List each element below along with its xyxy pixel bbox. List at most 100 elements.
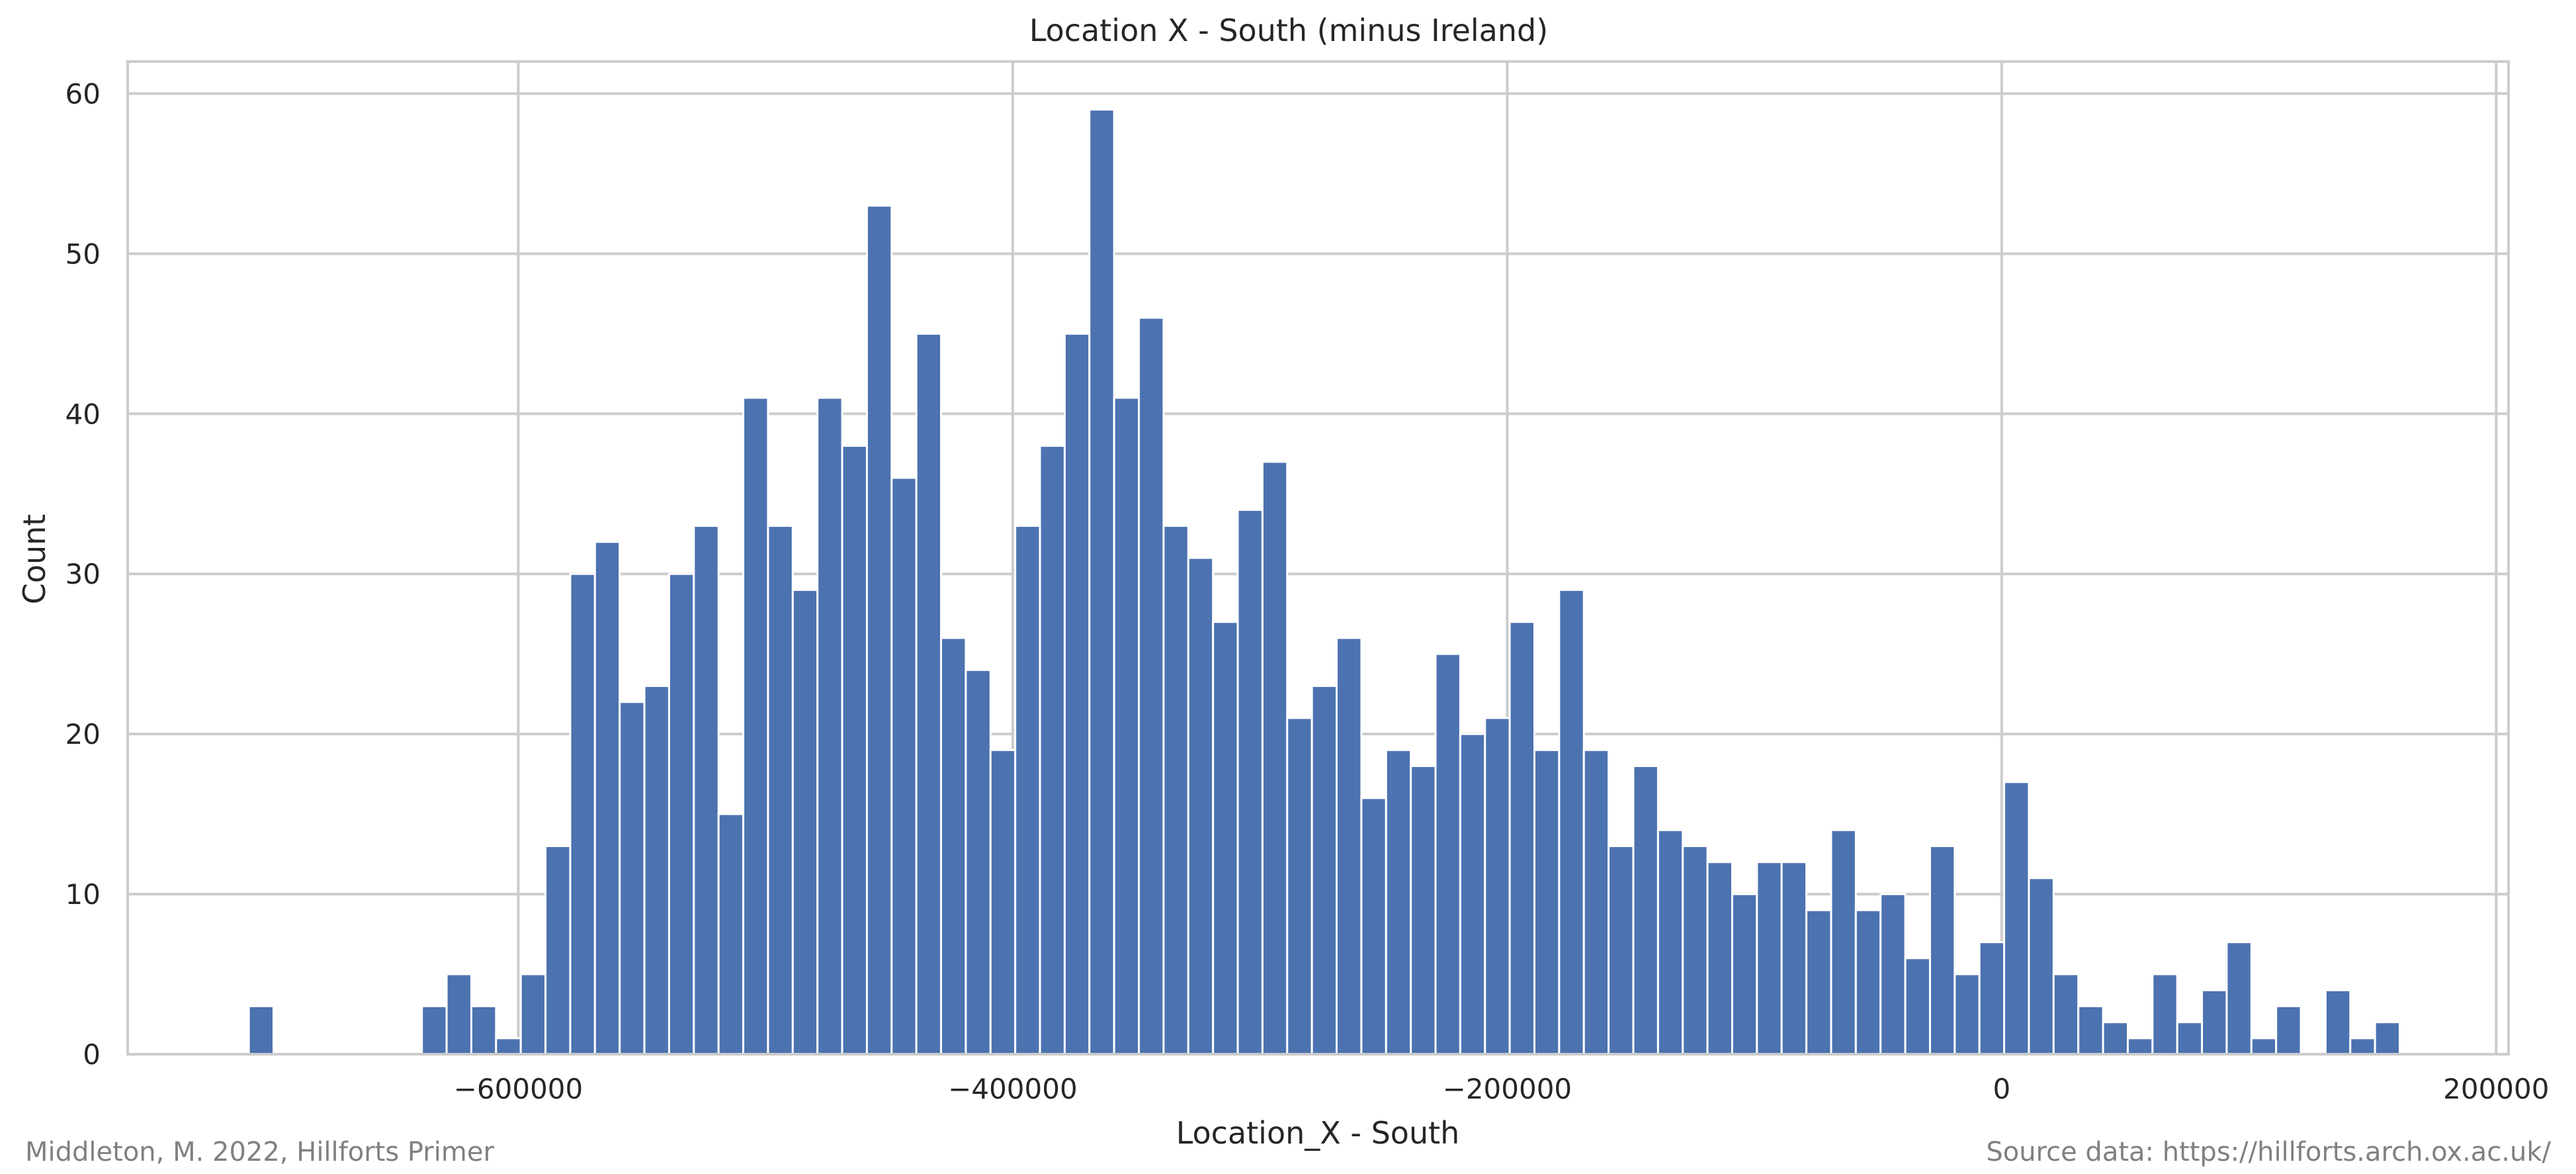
histogram-bar — [1632, 765, 1659, 1056]
histogram-bar — [1904, 957, 1931, 1056]
plot-frame — [126, 60, 2510, 1056]
histogram-bar — [1459, 733, 1486, 1056]
histogram-bar — [1261, 461, 1289, 1056]
histogram-bar — [593, 541, 621, 1056]
chart-title: Location X - South (minus Ireland) — [1029, 13, 1548, 48]
histogram-bar — [1063, 332, 1091, 1056]
histogram-bar — [841, 445, 868, 1056]
histogram-bar — [2077, 1005, 2104, 1056]
histogram-bar — [767, 525, 794, 1056]
x-tick-label: −200000 — [1443, 1073, 1572, 1105]
histogram-bar — [445, 973, 472, 1056]
histogram-bar — [1830, 829, 1857, 1056]
histogram-bar — [1286, 717, 1313, 1056]
histogram-bar — [1756, 861, 1783, 1056]
histogram-bar — [1162, 525, 1189, 1056]
x-tick-label: −600000 — [454, 1073, 583, 1105]
histogram-bar — [1138, 316, 1165, 1056]
histogram-bar — [717, 813, 745, 1056]
histogram-bar — [1731, 893, 1758, 1056]
histogram-bar — [1558, 588, 1585, 1056]
histogram-bar — [1484, 717, 1511, 1056]
histogram-bar — [693, 525, 720, 1056]
credit-left: Middleton, M. 2022, Hillforts Primer — [25, 1137, 494, 1167]
histogram-bar — [1410, 765, 1437, 1056]
histogram-bar — [2201, 989, 2228, 1056]
histogram-bar — [1508, 621, 1536, 1056]
y-tick-label: 50 — [65, 238, 101, 270]
histogram-bar — [2028, 877, 2055, 1056]
histogram-bar — [1434, 653, 1461, 1056]
histogram-bar — [816, 396, 843, 1056]
histogram-bar — [1039, 445, 1066, 1056]
histogram-bar — [421, 1005, 448, 1056]
y-tick-label: 0 — [83, 1038, 101, 1071]
histogram-bar — [1706, 861, 1733, 1056]
histogram-bar — [495, 1037, 522, 1056]
histogram-bar — [965, 668, 992, 1056]
x-tick-label: 0 — [1993, 1073, 2010, 1105]
histogram-bar — [2275, 1005, 2302, 1056]
x-tick-label: 200000 — [2443, 1073, 2549, 1105]
histogram-bar — [2225, 941, 2253, 1056]
histogram-bar — [2003, 781, 2030, 1056]
histogram-bar — [1236, 508, 1264, 1056]
histogram-bar — [1608, 844, 1635, 1056]
histogram-bar — [619, 701, 646, 1056]
credit-right: Source data: https://hillforts.arch.ox.a… — [1986, 1137, 2551, 1167]
histogram-bar — [865, 204, 893, 1056]
histogram-bar — [1879, 893, 1907, 1056]
histogram-bars — [247, 109, 2401, 1056]
histogram-bar — [915, 332, 943, 1056]
histogram-bar — [1385, 748, 1412, 1056]
histogram-bar — [1310, 685, 1338, 1056]
histogram-bar — [569, 572, 596, 1056]
x-tick-label: −400000 — [948, 1073, 1078, 1105]
histogram-bar — [791, 588, 819, 1056]
grid-lines — [128, 62, 2509, 1056]
histogram-bar — [2102, 1021, 2129, 1056]
histogram-bar — [1212, 621, 1239, 1056]
histogram-bar — [1113, 396, 1140, 1056]
histogram-bar — [2374, 1021, 2401, 1056]
histogram-bar — [643, 685, 670, 1056]
histogram-bar — [742, 396, 769, 1056]
histogram-bar — [1682, 844, 1709, 1056]
x-tick-labels: −600000 −400000 −200000 0 200000 — [454, 1073, 2550, 1105]
y-axis-label: Count — [17, 514, 52, 605]
histogram-bar — [1854, 909, 1882, 1056]
histogram-bar — [470, 1005, 497, 1056]
histogram-bar — [940, 637, 967, 1056]
histogram-bar — [1780, 861, 1808, 1056]
histogram-bar — [2126, 1037, 2154, 1056]
histogram-bar — [1953, 973, 1981, 1056]
histogram-bar — [1336, 637, 1363, 1056]
histogram-bar — [1187, 557, 1215, 1056]
histogram-bar — [2250, 1037, 2278, 1056]
y-tick-label: 20 — [65, 718, 101, 750]
histogram-bar — [544, 844, 572, 1056]
histogram-bar — [1533, 748, 1561, 1056]
histogram-bar — [2052, 973, 2080, 1056]
y-tick-label: 40 — [65, 398, 101, 430]
histogram-bar — [1014, 525, 1041, 1056]
histogram-bar — [890, 476, 918, 1056]
histogram-bar — [1978, 941, 2006, 1056]
histogram-bar — [1656, 829, 1684, 1056]
y-tick-label: 10 — [65, 878, 101, 911]
histogram-bar — [2324, 989, 2352, 1056]
histogram-bar — [2151, 973, 2178, 1056]
histogram-bar — [1360, 797, 1387, 1056]
y-tick-label: 30 — [65, 558, 101, 590]
y-tick-labels: 0 10 20 30 40 50 60 — [65, 77, 101, 1071]
histogram-bar — [1088, 109, 1115, 1056]
histogram-bar — [989, 748, 1017, 1056]
histogram-bar — [2176, 1021, 2204, 1056]
histogram-bar — [2349, 1037, 2376, 1056]
histogram-bar — [247, 1005, 275, 1056]
histogram-bar — [667, 572, 695, 1056]
histogram-bar — [519, 973, 547, 1056]
histogram-bar — [1805, 909, 1832, 1056]
histogram-bar — [1582, 748, 1610, 1056]
